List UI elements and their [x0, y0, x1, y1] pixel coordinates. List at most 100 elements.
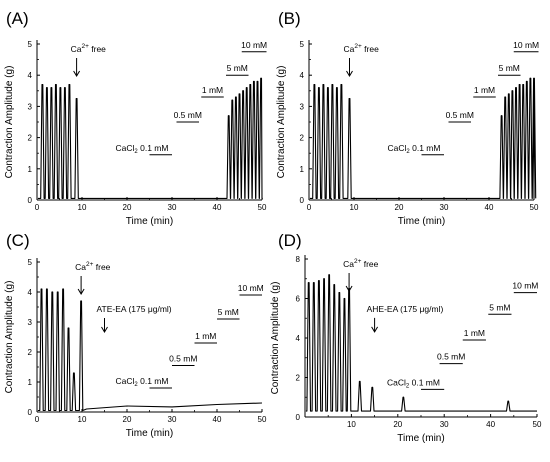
- y-tick-label: 5: [28, 258, 33, 267]
- concentration-label: 0.5 mM: [437, 352, 465, 362]
- extract-arrow-head: [371, 326, 379, 333]
- concentration-label: CaCl2 0.1 mM: [387, 377, 440, 389]
- peak-point: [51, 291, 53, 293]
- peak-point: [80, 300, 82, 302]
- contraction-trace: [305, 274, 537, 412]
- concentration-label: 1 mM: [202, 85, 223, 95]
- y-tick-label: 5: [300, 40, 305, 49]
- ca-free-arrow-head: [346, 70, 353, 77]
- ca-free-label: Ca2+ free: [75, 261, 111, 272]
- peak-point: [336, 87, 338, 89]
- peak-point: [41, 83, 44, 86]
- concentration-label: 0.5 mM: [174, 110, 202, 120]
- x-tick-label: 30: [440, 203, 449, 212]
- peak-point: [50, 87, 53, 89]
- x-tick-label: 30: [168, 203, 177, 212]
- extract-label: ATE-EA (175 μg/ml): [97, 304, 172, 314]
- peak-point: [256, 80, 259, 83]
- x-tick-label: 0: [35, 203, 40, 212]
- peak-point: [55, 83, 57, 86]
- peak-point: [313, 83, 315, 86]
- peak-point: [504, 96, 506, 98]
- y-tick-label: 1: [28, 378, 33, 387]
- x-tick-label: 20: [123, 415, 132, 424]
- x-tick-label: 50: [258, 203, 267, 212]
- concentration-label: 1 mM: [195, 331, 216, 341]
- x-tick-label: 20: [123, 203, 132, 212]
- y-tick-label: 5: [28, 40, 33, 49]
- ca-free-label: Ca2+ free: [343, 258, 379, 269]
- y-tick-label: 8: [296, 255, 301, 264]
- peak-point: [328, 274, 330, 276]
- peak-point: [529, 77, 532, 79]
- panel-label: (B): [278, 9, 301, 28]
- peak-point: [318, 280, 320, 282]
- concentration-label: 0.5 mM: [169, 354, 197, 364]
- x-axis-label: Time (min): [397, 433, 444, 444]
- x-tick-label: 20: [393, 420, 402, 429]
- ca-free-arrow-head: [345, 285, 353, 292]
- y-tick-label: 0: [296, 413, 301, 422]
- concentration-label: 10 mM: [241, 40, 267, 50]
- extract-arrow-head: [101, 326, 108, 333]
- y-tick-label: 0: [28, 196, 33, 205]
- concentration-label: 5 mM: [218, 307, 239, 317]
- panel-label: (D): [278, 231, 302, 250]
- peak-point: [228, 115, 230, 117]
- peak-point: [323, 278, 325, 280]
- ca-free-arrow-head: [77, 288, 85, 295]
- y-tick-label: 6: [296, 295, 301, 304]
- x-tick-label: 40: [213, 203, 222, 212]
- y-tick-label: 2: [28, 348, 33, 357]
- peak-point: [62, 288, 64, 290]
- peak-point: [511, 90, 513, 92]
- x-tick-label: 50: [258, 415, 267, 424]
- concentration-label: CaCl2 0.1 mM: [116, 143, 169, 155]
- y-axis-label: Contraction Amplitude (g): [4, 66, 15, 179]
- panel-label: (C): [6, 231, 30, 250]
- peak-point: [515, 87, 517, 89]
- peak-point: [359, 380, 361, 383]
- peak-point: [522, 83, 524, 86]
- x-axis-label: Time (min): [126, 216, 173, 227]
- peak-point: [76, 98, 78, 100]
- peak-point: [238, 93, 241, 95]
- peak-point: [338, 291, 340, 294]
- concentration-label: CaCl2 0.1 mM: [388, 143, 441, 155]
- peak-point: [533, 77, 535, 79]
- ca-free-label: Ca2+ free: [344, 43, 380, 54]
- contraction-trace: [37, 77, 263, 199]
- ca-free-arrow-head: [73, 70, 81, 77]
- peak-point: [73, 372, 75, 374]
- x-tick-label: 20: [395, 203, 404, 212]
- y-tick-label: 4: [296, 334, 301, 343]
- peak-point: [46, 87, 48, 89]
- peak-point: [40, 288, 43, 290]
- peak-point: [348, 98, 351, 100]
- y-tick-label: 4: [28, 288, 33, 297]
- x-tick-label: 40: [485, 203, 494, 212]
- peak-point: [246, 87, 248, 89]
- peak-point: [371, 386, 373, 388]
- x-tick-label: 10: [78, 203, 87, 212]
- peak-point: [46, 288, 48, 290]
- x-tick-label: 10: [347, 420, 356, 429]
- peak-point: [519, 83, 521, 86]
- y-axis-label: Contraction Amplitude (g): [270, 282, 281, 395]
- peak-point: [333, 284, 335, 286]
- peak-point: [331, 83, 333, 86]
- y-tick-label: 4: [300, 71, 305, 80]
- peak-point: [343, 297, 346, 300]
- peak-point: [507, 400, 509, 402]
- peak-point: [340, 83, 342, 86]
- concentration-label: 1 mM: [464, 328, 485, 338]
- peak-point: [249, 83, 251, 86]
- ca-free-label: Ca2+ free: [71, 43, 107, 54]
- y-tick-label: 1: [300, 165, 305, 174]
- y-tick-label: 3: [28, 318, 33, 327]
- peak-point: [253, 80, 255, 83]
- peak-point: [327, 87, 329, 89]
- peak-point: [64, 87, 66, 89]
